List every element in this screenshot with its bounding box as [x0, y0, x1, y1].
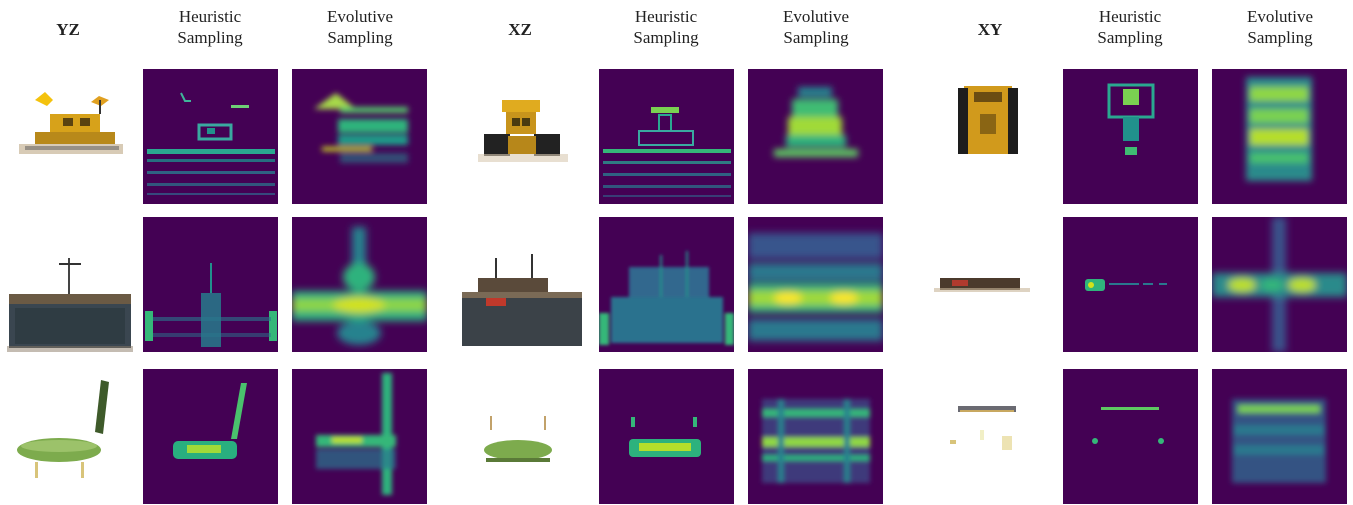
lego-render-xy	[930, 70, 1065, 205]
chair-render-xz	[464, 370, 599, 505]
heatmap-ship-yz-heuristic	[143, 217, 278, 352]
heatmap-lego-yz-evolutive	[292, 69, 427, 204]
col-header-evolutive-xz: Evolutive Sampling	[782, 7, 850, 47]
ship-render-xy	[930, 218, 1065, 353]
heatmap-chair-xy-evolutive	[1212, 369, 1347, 504]
chair-render-xy	[930, 370, 1065, 505]
col-header-heuristic-xy: Heuristic Sampling	[1097, 7, 1163, 47]
heatmap-lego-xy-heuristic	[1063, 69, 1198, 204]
lego-render-xz	[464, 70, 599, 205]
col-header-evolutive-xy: Evolutive Sampling	[1246, 7, 1314, 47]
heatmap-chair-yz-evolutive	[292, 369, 427, 504]
heatmap-lego-xz-evolutive	[748, 69, 883, 204]
col-header-heuristic-xz: Heuristic Sampling	[633, 7, 699, 47]
heatmap-chair-yz-heuristic	[143, 369, 278, 504]
heatmap-ship-xz-heuristic	[599, 217, 734, 352]
heatmap-chair-xy-heuristic	[1063, 369, 1198, 504]
heatmap-chair-xz-heuristic	[599, 369, 734, 504]
chair-render-yz	[5, 370, 140, 505]
col-header-heuristic-yz: Heuristic Sampling	[177, 7, 243, 47]
heatmap-lego-yz-heuristic	[143, 69, 278, 204]
plane-label-xz: XZ	[508, 20, 532, 39]
heatmap-chair-xz-evolutive	[748, 369, 883, 504]
heatmap-ship-xy-heuristic	[1063, 217, 1198, 352]
heatmap-lego-xy-evolutive	[1212, 69, 1347, 204]
heatmap-ship-yz-evolutive	[292, 217, 427, 352]
heatmap-lego-xz-heuristic	[599, 69, 734, 204]
heatmap-ship-xz-evolutive	[748, 217, 883, 352]
ship-render-xz	[456, 218, 591, 353]
ship-render-yz	[5, 218, 140, 353]
plane-label-yz: YZ	[56, 20, 80, 39]
lego-render-yz	[5, 70, 140, 205]
heatmap-ship-xy-evolutive	[1212, 217, 1347, 352]
col-header-evolutive-yz: Evolutive Sampling	[326, 7, 394, 47]
plane-label-xy: XY	[977, 20, 1003, 39]
